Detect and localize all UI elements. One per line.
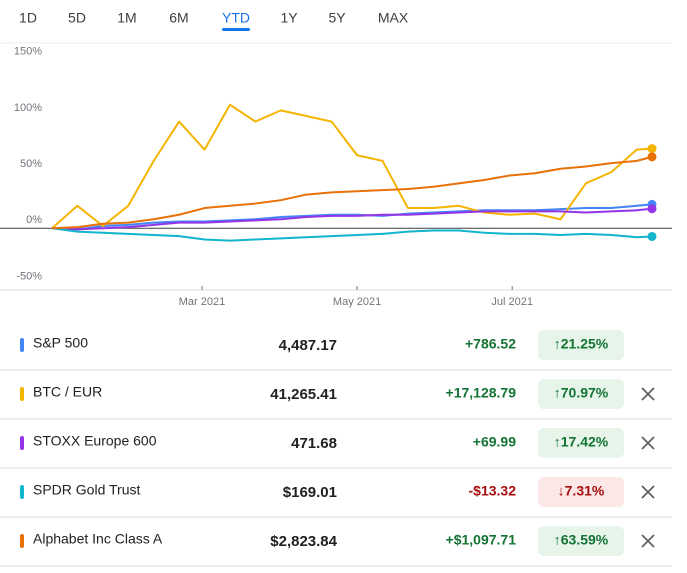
y-tick-label: 100%: [14, 102, 42, 114]
change-badge: [538, 330, 624, 360]
y-tick-label: 50%: [20, 158, 42, 170]
y-tick-label: 0%: [26, 214, 42, 226]
y-tick-label: -50%: [16, 270, 42, 282]
change-percent: ↑21.25%: [554, 336, 609, 352]
series-color-swatch: [20, 534, 24, 548]
comparison-row: S&P 500 4,487.17 +786.52 ↑21.25%: [0, 330, 672, 371]
x-tick-label: Mar 2021: [179, 296, 225, 308]
remove-button[interactable]: [641, 387, 655, 401]
series-name: BTC / EUR: [33, 384, 102, 400]
change-percent: ↑63.59%: [554, 532, 609, 548]
change-percent: ↑17.42%: [554, 434, 609, 450]
series-end-dot: [647, 152, 657, 162]
change-percent: ↓7.31%: [558, 483, 605, 499]
series-line: [51, 227, 653, 242]
series-line: [51, 203, 653, 231]
price: $2,823.84: [270, 533, 337, 550]
series-color-swatch: [20, 485, 24, 499]
series-end-dot: [647, 204, 657, 214]
change-badge: [538, 379, 624, 409]
time-range-tab[interactable]: 1M: [117, 10, 136, 26]
comparison-row: Alphabet Inc Class A $2,823.84 +$1,097.71 ↑…: [0, 526, 672, 567]
x-tick-label: May 2021: [333, 296, 381, 308]
series-color-swatch: [20, 436, 24, 450]
change: -$13.32: [469, 483, 517, 499]
change-badge: [538, 477, 624, 507]
time-range-tab[interactable]: 5D: [68, 10, 86, 26]
price: 41,265.41: [270, 386, 337, 403]
remove-icon: [641, 387, 655, 401]
price: 471.68: [291, 435, 337, 452]
price: $169.01: [283, 484, 337, 501]
time-range-tab[interactable]: MAX: [378, 10, 409, 26]
series-name: S&P 500: [33, 335, 88, 351]
series-line: [51, 155, 653, 230]
series-end-dot: [647, 231, 657, 241]
remove-button[interactable]: [641, 436, 655, 450]
time-range-tab[interactable]: 6M: [169, 10, 188, 26]
change: +17,128.79: [446, 385, 517, 401]
change: +786.52: [465, 336, 516, 352]
remove-icon: [641, 534, 655, 548]
time-range-tab[interactable]: YTD: [222, 10, 250, 26]
time-range-tab[interactable]: 5Y: [328, 10, 346, 26]
change-badge: [538, 526, 624, 556]
change-badge: [538, 428, 624, 458]
series-name: Alphabet Inc Class A: [33, 531, 163, 547]
series-name: STOXX Europe 600: [33, 433, 157, 449]
series-color-swatch: [20, 387, 24, 401]
remove-icon: [641, 436, 655, 450]
series-color-swatch: [20, 338, 24, 352]
remove-button[interactable]: [641, 485, 655, 499]
price: 4,487.17: [279, 337, 337, 354]
remove-icon: [641, 485, 655, 499]
remove-button[interactable]: [641, 534, 655, 548]
change-percent: ↑70.97%: [554, 385, 609, 401]
comparison-row: SPDR Gold Trust $169.01 -$13.32 ↓7.31%: [0, 477, 672, 518]
change: +$1,097.71: [446, 532, 517, 548]
time-range-tab[interactable]: 1D: [19, 10, 37, 26]
series-line: [51, 103, 653, 229]
series-name: SPDR Gold Trust: [33, 482, 140, 498]
time-range-tab[interactable]: 1Y: [280, 10, 298, 26]
selected-tab-indicator: [222, 28, 250, 31]
comparison-row: STOXX Europe 600 471.68 +69.99 ↑17.42%: [0, 428, 672, 469]
change: +69.99: [473, 434, 516, 450]
series-end-dot: [647, 144, 657, 154]
comparison-row: BTC / EUR 41,265.41 +17,128.79 ↑70.97%: [0, 379, 672, 420]
x-tick-label: Jul 2021: [491, 296, 533, 308]
y-tick-label: 150%: [14, 46, 42, 58]
series-line: [51, 207, 653, 231]
